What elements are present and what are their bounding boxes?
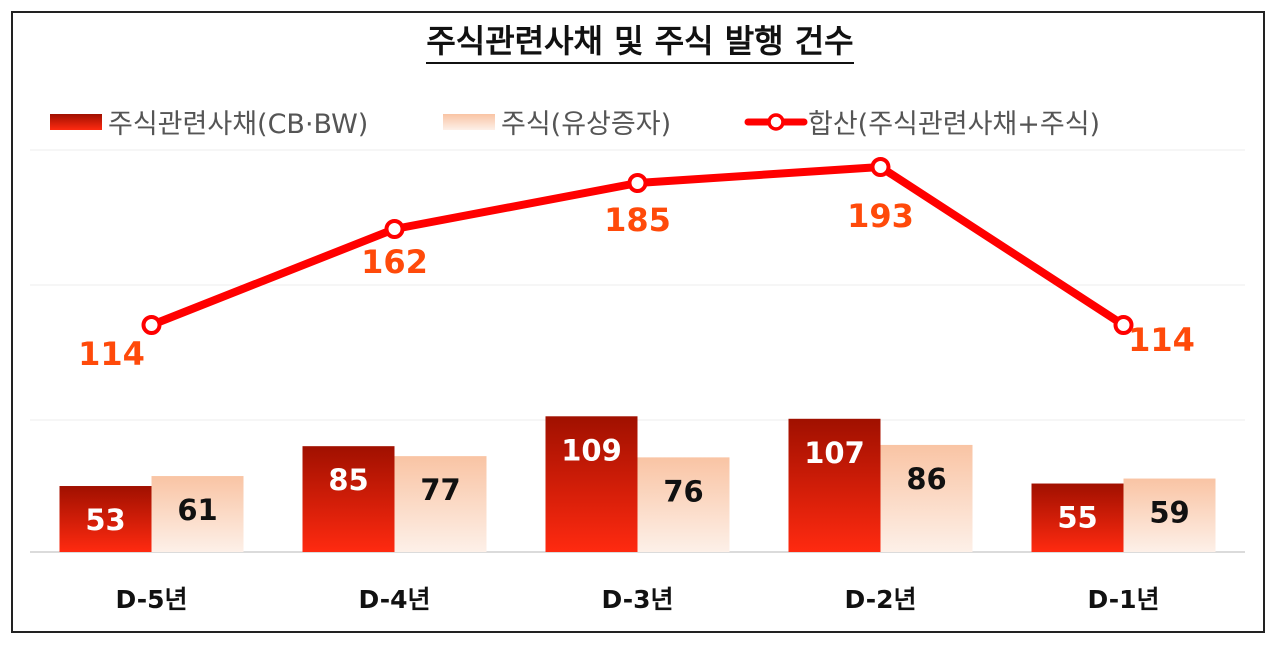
data-label-bond: 55 xyxy=(1057,501,1097,535)
bar-stock xyxy=(394,456,487,552)
bar-stock xyxy=(880,444,973,552)
bars-layer xyxy=(59,416,1216,552)
legend-label-stock: 주식(유상증자) xyxy=(501,109,671,140)
bar-bond xyxy=(788,418,881,552)
total-point xyxy=(141,315,162,335)
bar-stock xyxy=(1123,478,1216,552)
chart-title: 주식관련사채 및 주식 발행 건수 xyxy=(0,16,1280,64)
data-label-stock: 59 xyxy=(1149,496,1189,530)
legend-swatch-stock xyxy=(443,114,495,130)
legend-marker-total xyxy=(767,113,785,131)
bar-bond xyxy=(1031,483,1124,552)
x-tick-label: D-3년 xyxy=(602,585,674,614)
labels-layer: 53 61 85 77 109 76 107 86 55 59 114 162 185 193 114 xyxy=(78,197,1195,537)
total-point xyxy=(870,157,891,177)
x-tick-label: D-1년 xyxy=(1088,585,1160,614)
x-tick-label: D-5년 xyxy=(116,585,188,614)
data-label-stock: 61 xyxy=(177,493,217,527)
data-label-stock: 86 xyxy=(906,462,946,496)
total-point xyxy=(384,219,405,239)
total-point xyxy=(627,173,648,193)
legend: 주식관련사채(CB·BW) 주식(유상증자) 합산(주식관련사채+주식) xyxy=(50,109,1100,140)
data-label-total: 114 xyxy=(78,335,145,373)
data-label-stock: 76 xyxy=(663,474,703,508)
data-label-bond: 107 xyxy=(804,436,865,470)
legend-swatch-bond xyxy=(50,114,102,130)
bar-bond xyxy=(545,416,638,552)
data-label-total: 162 xyxy=(361,243,428,281)
bar-bond xyxy=(302,446,395,552)
legend-label-bond: 주식관련사채(CB·BW) xyxy=(108,109,368,140)
x-tick-label: D-2년 xyxy=(845,585,917,614)
data-label-total: 185 xyxy=(604,201,671,239)
bar-bond xyxy=(59,486,152,552)
x-tick-label: D-4년 xyxy=(359,585,431,614)
legend-label-total: 합산(주식관련사채+주식) xyxy=(808,109,1100,140)
bar-stock xyxy=(151,476,244,552)
data-label-stock: 77 xyxy=(420,473,460,507)
data-label-bond: 53 xyxy=(85,503,125,537)
data-label-bond: 85 xyxy=(328,463,368,497)
data-label-total: 114 xyxy=(1128,321,1195,359)
data-label-total: 193 xyxy=(847,197,914,235)
bar-stock xyxy=(637,457,730,552)
total-line-layer xyxy=(141,157,1134,335)
x-axis: D-5년 D-4년 D-3년 D-2년 D-1년 xyxy=(116,585,1160,614)
data-label-bond: 109 xyxy=(561,433,622,467)
total-point xyxy=(1113,315,1134,335)
